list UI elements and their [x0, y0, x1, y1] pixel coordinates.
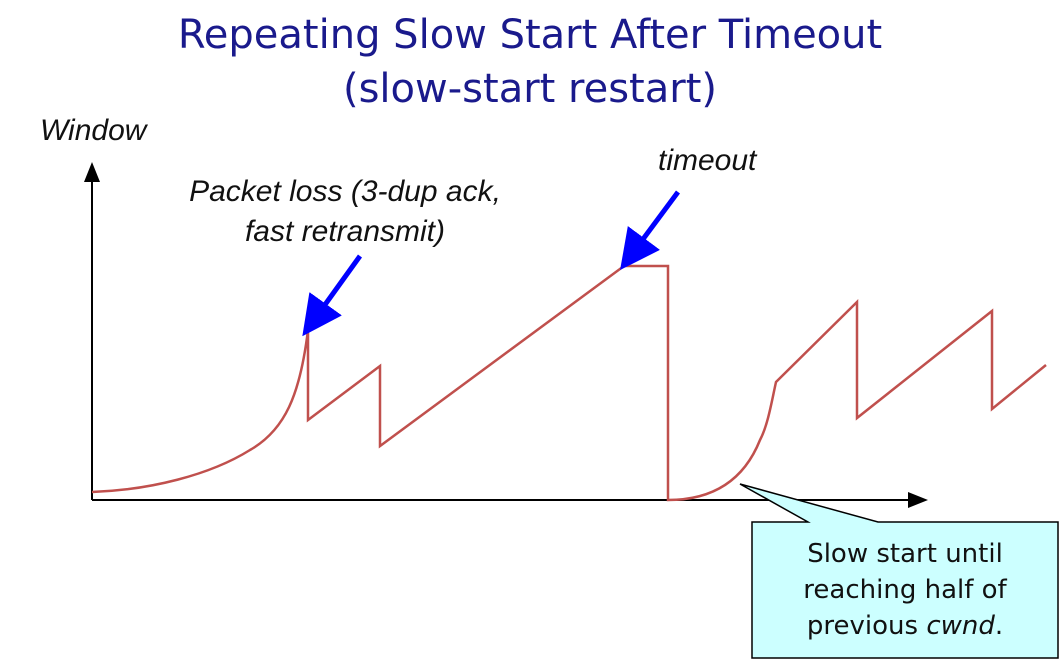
callout-line-3-suffix: .	[994, 611, 1004, 641]
y-axis-label: Window	[40, 114, 147, 147]
callout-line-3: previous cwnd.	[807, 608, 1003, 644]
title-line-2: (slow-start restart)	[342, 66, 717, 112]
slide-title: Repeating Slow Start After Timeout (slow…	[0, 8, 1060, 116]
title-line-1: Repeating Slow Start After Timeout	[177, 12, 883, 58]
callout-line-1: Slow start until	[807, 539, 1003, 569]
packet-loss-annotation: Packet loss (3-dup ack, fast retransmit)	[150, 172, 540, 252]
packet-loss-arrow	[302, 254, 363, 337]
packet-loss-line-1: Packet loss (3-dup ack,	[189, 175, 501, 208]
packet-loss-line-2: fast retransmit)	[244, 215, 446, 248]
callout-line-2: reaching half of	[803, 575, 1007, 605]
callout-cwnd-term: cwnd	[926, 611, 995, 641]
callout-line-3-prefix: previous	[806, 611, 927, 641]
callout-text: Slow start until reaching half of previo…	[752, 522, 1058, 658]
timeout-arrow	[620, 190, 681, 271]
callout-box	[739, 483, 1059, 659]
cwnd-curve	[91, 264, 1047, 502]
timeout-annotation: timeout	[658, 144, 757, 177]
